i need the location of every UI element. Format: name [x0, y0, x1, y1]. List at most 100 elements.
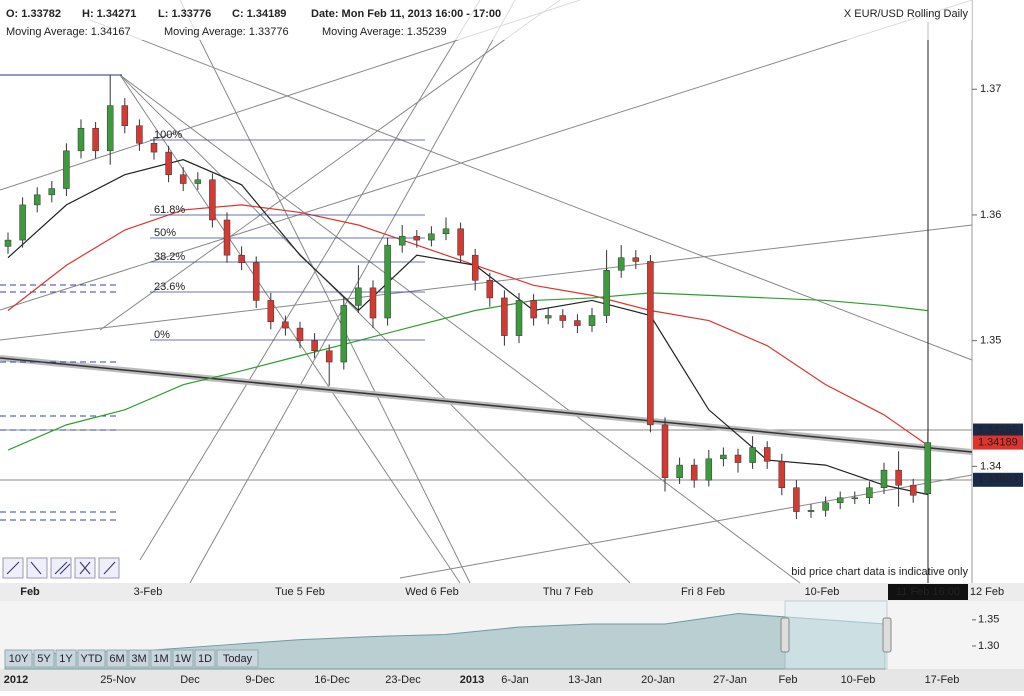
candle-body [880, 469, 888, 488]
support-line [0, 357, 973, 453]
price-label-box [973, 472, 1023, 487]
candle-body [311, 340, 318, 351]
candle-body [909, 484, 917, 496]
candle-body [501, 297, 508, 336]
range-button[interactable] [77, 649, 106, 668]
nav-x-label: 2012 [4, 674, 28, 686]
candle-body [413, 236, 421, 241]
range-button[interactable] [216, 649, 259, 668]
candle-body [851, 497, 859, 500]
candle-body [486, 280, 494, 299]
candle-body [223, 219, 231, 256]
candle-body [457, 228, 464, 256]
candle-body [33, 194, 41, 206]
navigator-handle[interactable] [780, 617, 790, 653]
low: L: 1.33776 [158, 8, 211, 20]
nav-x-label: 25-Nov [100, 674, 136, 686]
open: O: 1.33782 [6, 8, 61, 20]
fib-label: 38.2% [154, 251, 185, 263]
candle-body [296, 327, 304, 341]
candle-body [763, 447, 771, 462]
candle-body [866, 487, 873, 499]
candle-body [136, 125, 143, 144]
range-button[interactable] [4, 649, 33, 668]
candle-body [603, 270, 610, 316]
x-tick-label: 12 Feb [970, 586, 1004, 598]
candle-body [48, 188, 56, 196]
range-button[interactable] [106, 649, 128, 668]
candle-body [734, 454, 742, 463]
nav-x-label: Feb [779, 674, 798, 686]
candle-body [282, 321, 289, 329]
candle-body [588, 315, 596, 326]
candle-body [632, 257, 640, 262]
candle-body [471, 254, 479, 281]
range-button-label: 1D [198, 653, 212, 665]
range-button-label: 1Y [59, 653, 73, 665]
navigator-selection [784, 600, 888, 670]
candle-body [92, 127, 99, 152]
range-button[interactable] [33, 649, 55, 668]
x-tick-label: Feb [20, 586, 40, 598]
range-button-label: 1M [153, 653, 168, 665]
range-button-label: 10Y [9, 653, 29, 665]
x-tick-label: Fri 8 Feb [681, 586, 725, 598]
cursor-label: 11 Feb 16:00 [896, 586, 960, 598]
range-button-label: YTD [81, 653, 103, 665]
range-button-label: 3M [131, 653, 146, 665]
range-button[interactable] [150, 649, 172, 668]
y-tick-label: 1.36 [980, 209, 1001, 221]
candle-body [252, 262, 260, 301]
price-label-box [973, 423, 1023, 438]
disclaimer: bid price chart data is indicative only [791, 566, 968, 578]
symbol: X EUR/USD Rolling Daily [844, 8, 969, 20]
close: C: 1.34189 [232, 8, 286, 20]
range-button[interactable] [194, 649, 216, 668]
candle-body [325, 350, 333, 363]
price-label: 1.34285 [978, 424, 1018, 436]
candle-body [398, 236, 406, 246]
candle-body [690, 464, 698, 481]
range-button-label: Today [223, 653, 253, 665]
x-tick-label: 10-Feb [805, 586, 840, 598]
range-button[interactable] [128, 649, 150, 668]
price-label: 1.34189 [978, 437, 1018, 449]
candle-body [267, 300, 275, 323]
nav-x-label: Dec [180, 674, 200, 686]
candle-body [19, 204, 26, 241]
drawing-tools[interactable] [2, 557, 120, 579]
candle-body [676, 464, 683, 478]
candle-body [705, 458, 713, 481]
moving-average [7, 292, 928, 451]
tool-button[interactable] [26, 557, 48, 579]
y-tick-label: 1.35 [980, 335, 1001, 347]
nav-x-label: 2013 [460, 674, 484, 686]
range-button[interactable] [172, 649, 194, 668]
range-button[interactable] [55, 649, 77, 668]
candle-body [924, 442, 932, 495]
candle-body [209, 179, 216, 221]
candle-body [428, 233, 435, 241]
candle-body [238, 254, 245, 263]
range-button-label: 1W [175, 653, 192, 665]
x-tick-label: Tue 5 Feb [275, 586, 325, 598]
nav-x-label: 10-Feb [841, 674, 876, 686]
tool-icons [6, 561, 116, 575]
fib-label: 100% [154, 129, 182, 141]
candle-body [4, 239, 12, 247]
candle-body [749, 447, 756, 463]
candle-body [121, 105, 129, 126]
candle-body [165, 151, 172, 175]
navigator-handle[interactable] [882, 617, 892, 653]
legend-entry: Moving Average: 1.34167 [6, 26, 131, 38]
candle-body [574, 320, 581, 326]
range-button-label: 6M [109, 653, 124, 665]
candle-body [442, 228, 450, 235]
candle-body [194, 179, 202, 184]
candle-body [63, 150, 70, 189]
legend-entry: Moving Average: 1.35239 [322, 26, 447, 38]
x-axis-strip [0, 583, 1024, 601]
